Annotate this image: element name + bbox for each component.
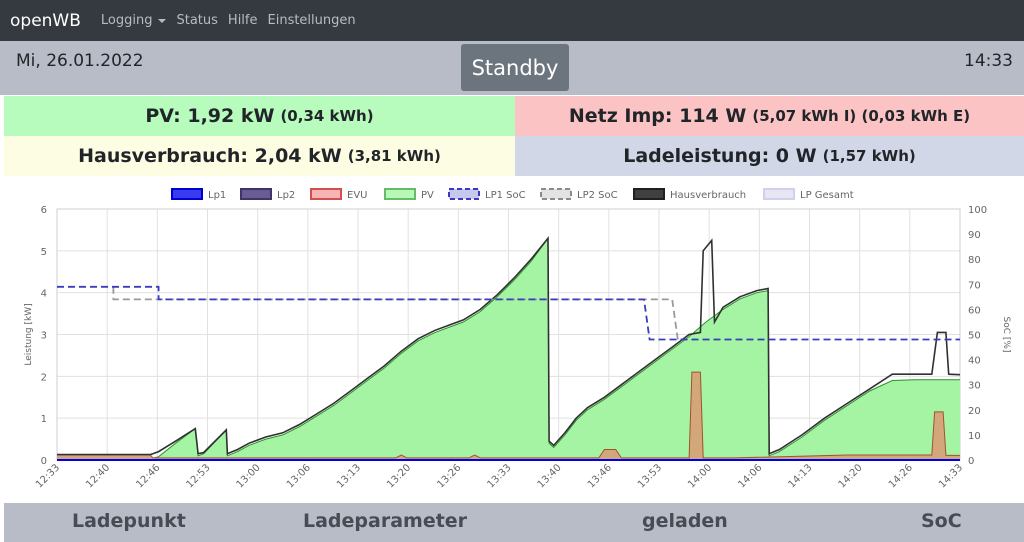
x-tick-label: 14:20 — [837, 462, 865, 490]
power-chart: 0 1 2 3 4 5 6 0 10 20 30 40 50 60 70 80 90 100 12:33 12:40 1… — [0, 178, 1024, 500]
nav-item-logging-label: Logging — [100, 13, 153, 28]
y2-tick-label: 30 — [968, 381, 981, 392]
grid-summary: Netz Imp: 114 W (5,07 kWh I) (0,03 kWh E… — [515, 96, 1024, 136]
legend-swatch — [633, 188, 665, 200]
y2-tick-label: 10 — [968, 431, 981, 442]
x-tick-label: 14:06 — [736, 462, 764, 490]
y2-tick-label: 70 — [968, 280, 981, 291]
pv-power: PV: 1,92 kW — [145, 105, 275, 127]
header-ladeparameter: Ladeparameter — [303, 510, 468, 532]
header-geladen: geladen — [642, 510, 728, 532]
y2-tick-label: 20 — [968, 406, 981, 417]
x-tick-label: 13:33 — [485, 462, 513, 490]
pv-energy: (0,34 kWh) — [280, 107, 374, 125]
series-lp1-soc-line — [57, 285, 960, 341]
x-tick-label: 12:40 — [84, 462, 112, 490]
y-tick-label: 4 — [41, 289, 47, 300]
series-evu-line — [57, 371, 960, 459]
y2-tick-label: 90 — [968, 230, 981, 241]
x-tick-label: 13:13 — [335, 462, 363, 490]
y-tick-label: 6 — [41, 205, 47, 216]
x-tick-label: 13:46 — [586, 462, 614, 490]
x-tick-label: 14:33 — [937, 462, 965, 490]
charge-energy: (1,57 kWh) — [822, 147, 916, 165]
x-tick-label: 13:00 — [235, 462, 263, 490]
chevron-down-icon — [158, 18, 167, 23]
series-hausverbrauch-line — [57, 236, 961, 456]
legend-label: Lp2 — [277, 190, 295, 201]
x-tick-label: 13:26 — [435, 462, 463, 490]
y2-tick-label: 50 — [968, 331, 981, 342]
x-tick-label: 14:26 — [887, 462, 915, 490]
grid-energy: (5,07 kWh I) (0,03 kWh E) — [752, 107, 971, 125]
series-lp2-soc-line — [112, 286, 679, 340]
legend-label: EVU — [347, 190, 367, 201]
legend-swatch — [540, 188, 572, 200]
y-tick-label: 3 — [41, 331, 47, 342]
time-display: 14:33 — [964, 51, 1013, 71]
y2-tick-label: 60 — [968, 305, 981, 316]
standby-button[interactable]: Standby — [461, 44, 569, 91]
x-tick-label: 13:53 — [636, 462, 664, 490]
legend-swatch — [310, 188, 342, 200]
y-axis-title: Leistung [kW] — [24, 303, 34, 365]
legend-label: Lp1 — [208, 190, 226, 201]
y-tick-label: 1 — [41, 414, 47, 425]
nav-item-logging[interactable]: Logging — [101, 13, 167, 28]
house-summary: Hausverbrauch: 2,04 kW (3,81 kWh) — [4, 136, 515, 176]
legend-label: LP Gesamt — [800, 190, 854, 201]
header-soc: SoC — [921, 510, 962, 532]
series-pv-area — [57, 238, 960, 460]
x-tick-label: 12:53 — [184, 462, 212, 490]
legend-swatch — [240, 188, 272, 200]
legend-swatch — [448, 188, 480, 200]
house-power: Hausverbrauch: 2,04 kW — [78, 145, 342, 167]
status-bar: Mi, 26.01.2022 Standby 14:33 — [0, 41, 1024, 95]
chargepoint-table-header: Ladepunkt Ladeparameter geladen SoC — [4, 503, 1024, 542]
legend-swatch — [384, 188, 416, 200]
y2-tick-label: 0 — [968, 456, 974, 467]
x-tick-label: 12:33 — [34, 462, 62, 490]
charge-power: Ladeleistung: 0 W — [623, 145, 817, 167]
charge-summary: Ladeleistung: 0 W (1,57 kWh) — [515, 136, 1024, 176]
y-tick-label: 5 — [41, 247, 47, 258]
nav-item-einstellungen[interactable]: Einstellungen — [267, 13, 356, 28]
legend-label: LP1 SoC — [485, 190, 526, 201]
house-energy: (3,81 kWh) — [347, 147, 441, 165]
brand-logo[interactable]: openWB — [10, 10, 81, 31]
x-tick-label: 13:40 — [536, 462, 564, 490]
x-tick-label: 13:06 — [285, 462, 313, 490]
legend-label: LP2 SoC — [577, 190, 618, 201]
header-ladepunkt: Ladepunkt — [72, 510, 186, 532]
y-tick-label: 0 — [41, 456, 47, 467]
nav-item-hilfe[interactable]: Hilfe — [227, 13, 258, 28]
y-tick-label: 2 — [41, 372, 47, 383]
navbar: openWB Logging Status Hilfe Einstellunge… — [0, 0, 1024, 41]
y2-tick-label: 40 — [968, 356, 981, 367]
y2-tick-label: 100 — [968, 205, 987, 216]
grid-power: Netz Imp: 114 W — [568, 105, 747, 127]
legend-swatch — [763, 188, 795, 200]
x-tick-label: 13:20 — [385, 462, 413, 490]
pv-summary: PV: 1,92 kW (0,34 kWh) — [4, 96, 515, 136]
x-tick-label: 12:46 — [134, 462, 162, 490]
y2-tick-label: 80 — [968, 255, 981, 266]
legend-label: PV — [421, 190, 434, 201]
y2-axis-title: SoC [%] — [1001, 317, 1011, 353]
legend-label: Hausverbrauch — [670, 190, 746, 201]
x-tick-label: 14:13 — [786, 462, 814, 490]
legend-swatch — [171, 188, 203, 200]
date-display: Mi, 26.01.2022 — [16, 51, 144, 71]
nav-item-status[interactable]: Status — [176, 13, 218, 28]
x-tick-label: 14:00 — [686, 462, 714, 490]
